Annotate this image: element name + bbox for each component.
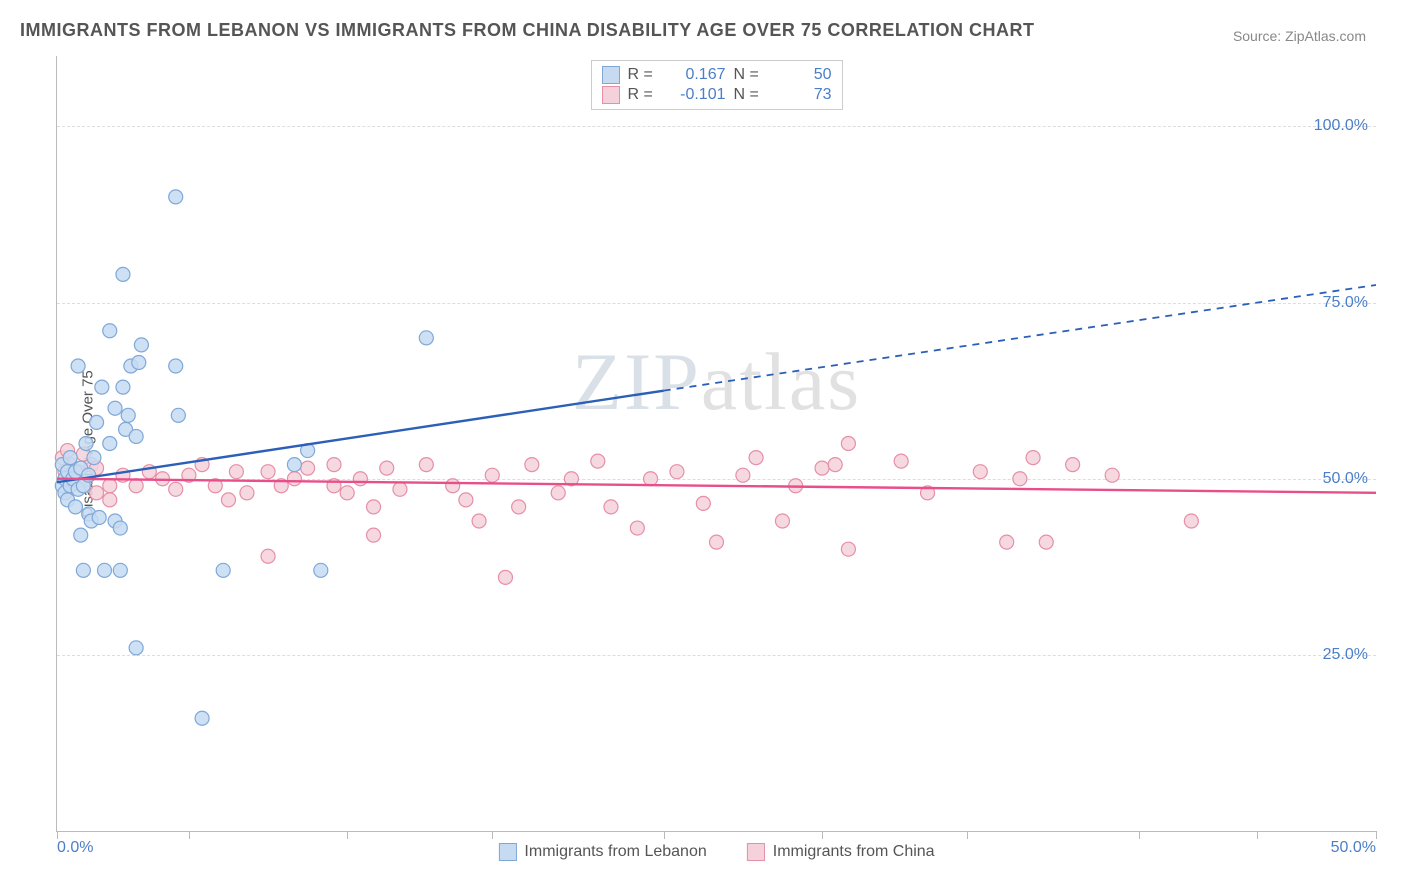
legend-label-china: Immigrants from China — [773, 843, 935, 861]
chart-title: IMMIGRANTS FROM LEBANON VS IMMIGRANTS FR… — [20, 20, 1376, 41]
x-axis-max-label: 50.0% — [1331, 839, 1376, 857]
r-value-lebanon: 0.167 — [670, 66, 726, 84]
plot-region: ZIPatlas R = 0.167 N = 50 R = -0.101 N =… — [56, 56, 1376, 832]
legend-row-lebanon: R = 0.167 N = 50 — [602, 65, 832, 85]
legend-item-china: Immigrants from China — [747, 843, 935, 861]
legend-label-lebanon: Immigrants from Lebanon — [524, 843, 706, 861]
r-label: R = — [628, 86, 662, 104]
x-axis-min-label: 0.0% — [57, 839, 93, 857]
r-label: R = — [628, 66, 662, 84]
legend-item-lebanon: Immigrants from Lebanon — [498, 843, 706, 861]
chart-area: Disability Age Over 75 ZIPatlas R = 0.16… — [56, 56, 1376, 832]
swatch-china — [602, 86, 620, 104]
n-label: N = — [734, 66, 768, 84]
swatch-china — [747, 843, 765, 861]
swatch-lebanon — [602, 66, 620, 84]
correlation-legend: R = 0.167 N = 50 R = -0.101 N = 73 — [591, 60, 843, 110]
swatch-lebanon — [498, 843, 516, 861]
legend-row-china: R = -0.101 N = 73 — [602, 85, 832, 105]
series-legend: Immigrants from Lebanon Immigrants from … — [498, 843, 934, 861]
n-label: N = — [734, 86, 768, 104]
r-value-china: -0.101 — [670, 86, 726, 104]
source-attribution: Source: ZipAtlas.com — [1233, 28, 1366, 44]
n-value-china: 73 — [776, 86, 832, 104]
n-value-lebanon: 50 — [776, 66, 832, 84]
plot-svg — [57, 56, 1376, 831]
